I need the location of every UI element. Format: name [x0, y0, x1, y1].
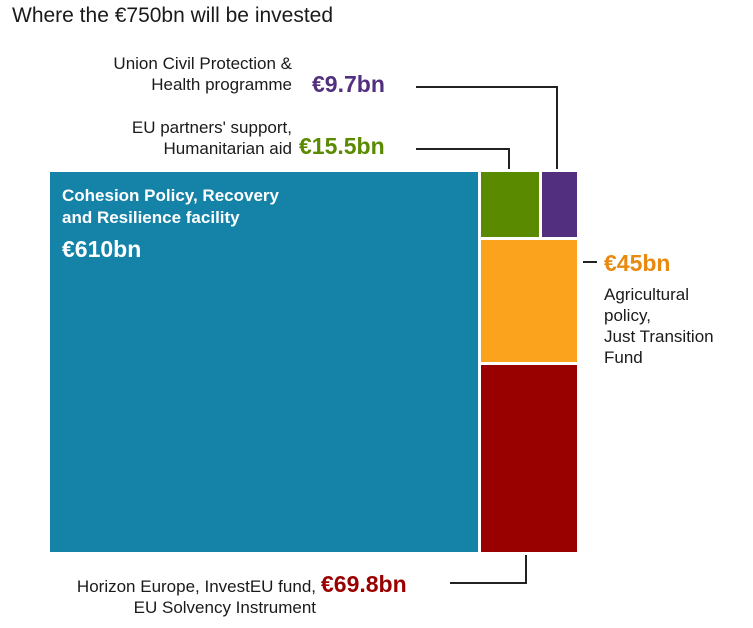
cohesion-value: €610bn: [62, 236, 142, 262]
partners-block: [481, 172, 539, 237]
civil-connector-line: [416, 86, 558, 169]
partners-label-line-2: Humanitarian aid: [163, 139, 292, 158]
civil-label-line-1: Union Civil Protection &: [113, 54, 292, 73]
agri-label-line-4: Fund: [604, 348, 643, 367]
cohesion-label: Cohesion Policy, Recovery and Resilience…: [62, 185, 279, 229]
chart-title: Where the €750bn will be invested: [12, 4, 334, 27]
cohesion-label-line-2: and Resilience facility: [62, 208, 240, 227]
partners-label: EU partners' support, Humanitarian aid: [132, 117, 292, 159]
agri-label-line-1: Agricultural: [604, 285, 690, 304]
horizon-label-line-2: EU Solvency Instrument: [133, 598, 316, 617]
horizon-connector-line: [450, 555, 527, 584]
horizon-value: €69.8bn: [321, 571, 407, 597]
partners-label-line-1: EU partners' support,: [131, 118, 292, 137]
civil-block: [542, 172, 577, 237]
agri-label: Agricultural policy, Just Transition Fun…: [604, 284, 714, 368]
partners-connector-line: [416, 148, 510, 169]
partners-value: €15.5bn: [299, 133, 385, 159]
civil-label-line-2: Health programme: [151, 75, 292, 94]
cohesion-block: [50, 172, 478, 552]
cohesion-label-line-1: Cohesion Policy, Recovery: [62, 186, 279, 205]
horizon-block: [481, 365, 577, 552]
agri-block: [481, 240, 577, 362]
agri-label-line-3: Just Transition: [604, 327, 714, 346]
horizon-label: Horizon Europe, InvestEU fund, EU Solven…: [77, 576, 316, 618]
civil-label: Union Civil Protection & Health programm…: [113, 53, 292, 95]
horizon-label-line-1: Horizon Europe, InvestEU fund,: [76, 577, 316, 596]
agri-value: €45bn: [604, 250, 671, 276]
civil-value: €9.7bn: [312, 71, 385, 97]
agri-label-line-2: policy,: [604, 306, 651, 325]
